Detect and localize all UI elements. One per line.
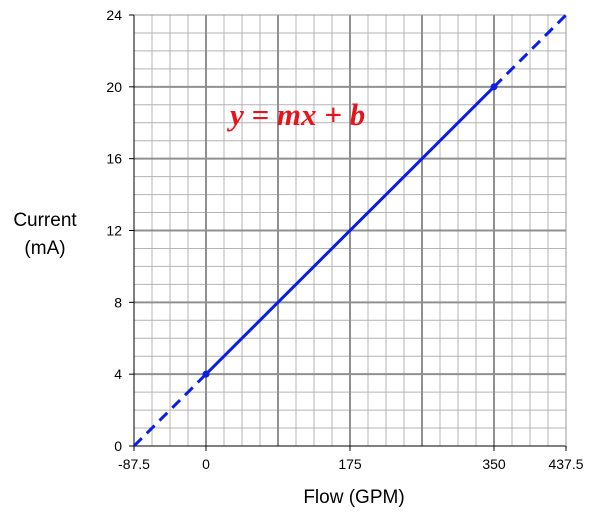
calibration-line-segment <box>204 85 496 376</box>
y-tick-label: 24 <box>106 7 122 23</box>
y-axis-ticks: 0 4 8 12 16 20 24 <box>106 7 134 454</box>
x-tick-label: 350 <box>482 456 506 472</box>
equation-annotation: y = mx + b <box>226 97 365 132</box>
y-axis-title-line-1: Current <box>13 210 77 231</box>
y-axis-title-line-2: (mA) <box>24 238 65 259</box>
x-axis-ticks: -87.5 0 175 350 437.5 <box>118 446 584 472</box>
y-tick-label: 16 <box>106 151 122 167</box>
y-tick-label: 4 <box>114 366 122 382</box>
x-axis-title: Flow (GPM) <box>303 487 404 508</box>
x-tick-label: 437.5 <box>548 456 583 472</box>
y-tick-label: 8 <box>114 294 122 310</box>
series-lines <box>132 13 568 448</box>
data-point <box>202 370 210 378</box>
data-points <box>202 83 498 378</box>
x-tick-label: -87.5 <box>118 456 150 472</box>
y-tick-label: 20 <box>106 79 122 95</box>
data-point <box>490 83 498 91</box>
x-tick-label: 175 <box>338 456 362 472</box>
y-tick-label: 12 <box>106 223 122 239</box>
y-tick-label: 0 <box>114 438 122 454</box>
x-tick-label: 0 <box>202 456 210 472</box>
